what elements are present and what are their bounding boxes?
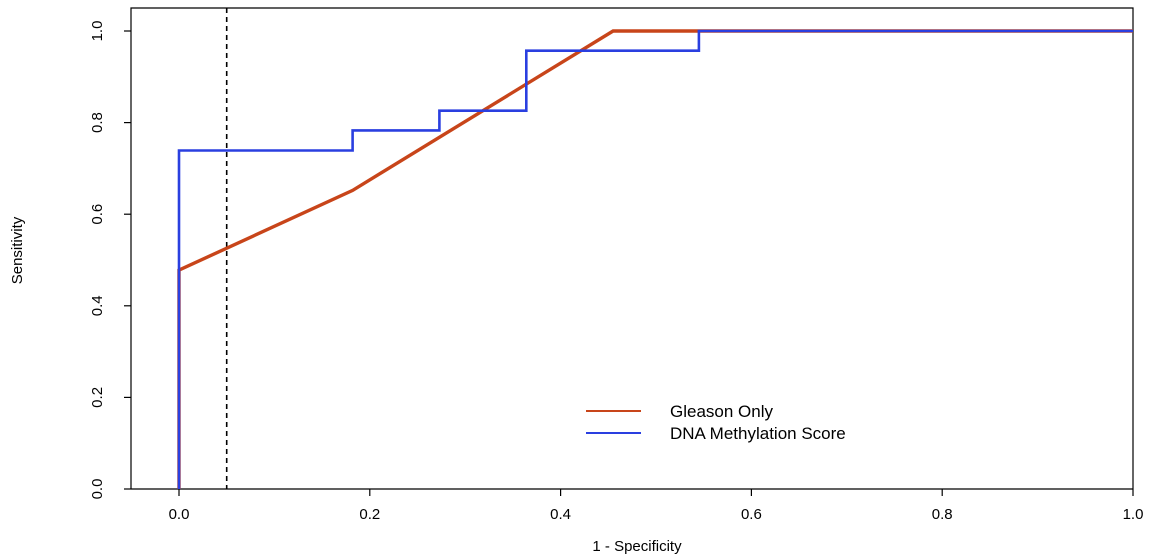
series-line-gleason xyxy=(177,29,1133,489)
x-tick-label: 0.6 xyxy=(741,506,762,523)
series-line-methylation xyxy=(177,29,1133,489)
plot-frame xyxy=(130,7,1134,489)
y-tick-label: 0.4 xyxy=(89,295,106,316)
x-tick-label: 0.0 xyxy=(169,506,190,523)
y-axis-title: Sensitivity xyxy=(9,216,26,284)
x-tick-label: 0.8 xyxy=(932,506,953,523)
y-tick-label: 0.8 xyxy=(89,112,106,133)
x-tick-label: 1.0 xyxy=(1123,506,1144,523)
y-tick-label: 0.2 xyxy=(89,387,106,408)
y-tick-label: 0.0 xyxy=(89,479,106,500)
x-tick-label: 0.2 xyxy=(359,506,380,523)
x-tick-label: 0.4 xyxy=(550,506,571,523)
y-tick-label: 1.0 xyxy=(89,21,106,42)
legend-label: Gleason Only xyxy=(670,402,773,421)
legend-label: DNA Methylation Score xyxy=(670,424,846,443)
y-tick-label: 0.6 xyxy=(89,204,106,225)
x-axis-title: 1 - Specificity xyxy=(592,538,682,555)
